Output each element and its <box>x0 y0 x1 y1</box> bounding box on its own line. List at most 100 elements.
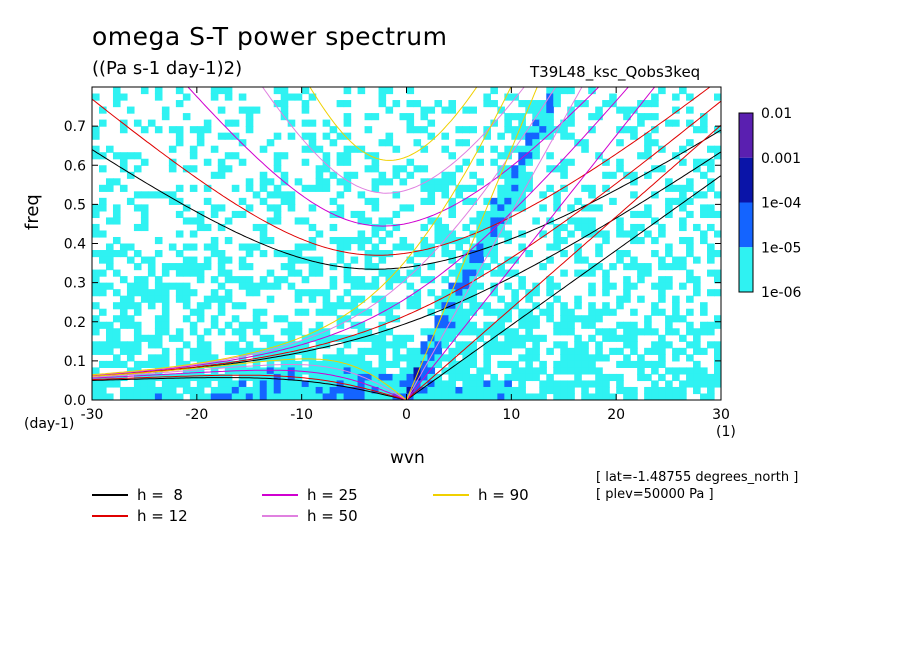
heat-cell <box>210 93 219 101</box>
heat-cell <box>343 289 352 297</box>
heat-cell <box>217 263 226 271</box>
heat-cell <box>238 282 247 290</box>
heat-cell <box>427 197 436 205</box>
heat-cell <box>560 302 568 310</box>
heat-cell <box>693 328 701 336</box>
heat-cell <box>231 328 240 336</box>
heat-cell <box>112 334 121 342</box>
heat-cell <box>434 354 443 362</box>
heat-cell <box>679 347 687 355</box>
heat-cell <box>679 315 687 323</box>
heat-cell <box>315 328 324 336</box>
heat-cell <box>658 354 666 362</box>
heat-cell <box>371 223 380 232</box>
heat-cell <box>469 328 477 336</box>
heat-cell <box>147 263 156 271</box>
heat-cell <box>504 145 512 153</box>
heat-cell <box>686 373 694 382</box>
heat-cell <box>140 204 149 212</box>
heat-cell <box>462 393 470 400</box>
heat-cell <box>595 230 603 238</box>
heat-cell <box>630 308 638 316</box>
heat-cell <box>147 295 156 303</box>
heat-cell <box>385 373 394 382</box>
heat-cell <box>217 250 226 258</box>
rossby-curve-h90 <box>92 358 407 400</box>
heat-cell <box>224 295 233 303</box>
legend-label-h8: h = 8 <box>137 486 183 504</box>
heat-cell <box>217 380 226 388</box>
heat-cell <box>119 315 128 323</box>
heat-cell <box>196 347 205 355</box>
heat-cell <box>399 243 408 251</box>
heat-cell <box>700 204 708 212</box>
heat-cell <box>448 282 457 290</box>
heat-cell <box>420 113 429 121</box>
heat-cell <box>259 282 268 290</box>
heat-cell <box>546 276 554 284</box>
x-tick-label: -30 <box>81 407 104 423</box>
heat-cell <box>343 113 352 121</box>
heat-cell <box>371 230 380 238</box>
heat-cell <box>224 347 233 355</box>
heat-cell <box>560 171 568 179</box>
heat-cell <box>511 328 519 336</box>
heat-cell <box>567 87 575 95</box>
heat-cell <box>714 360 721 368</box>
heat-cell <box>357 360 366 368</box>
heat-cell <box>504 341 512 349</box>
heat-cell <box>469 171 477 179</box>
heat-cell <box>315 256 324 264</box>
heat-cell <box>210 87 219 95</box>
heat-cell <box>602 282 610 290</box>
heat-cell <box>343 334 352 342</box>
heat-cell <box>231 347 240 355</box>
heat-cell <box>266 236 275 245</box>
heat-cell <box>469 184 477 192</box>
heat-cell <box>126 152 135 160</box>
heat-cell <box>364 367 373 375</box>
heat-cell <box>252 308 261 316</box>
heat-cell <box>406 269 415 277</box>
heat-cell <box>98 184 107 192</box>
heat-cell <box>476 236 484 245</box>
heat-cell <box>266 204 275 212</box>
heat-cell <box>343 393 352 400</box>
heat-cell <box>259 380 268 388</box>
heat-cell <box>511 341 519 349</box>
heat-cell <box>315 373 324 382</box>
heat-cell <box>392 334 401 342</box>
heat-cell <box>217 256 226 264</box>
heat-cell <box>539 204 547 212</box>
heat-cell <box>455 236 464 245</box>
heat-cell <box>343 145 352 153</box>
heat-cell <box>427 334 436 342</box>
heat-cell <box>420 178 429 186</box>
heat-cell <box>308 204 317 212</box>
heat-cell <box>567 354 575 362</box>
heat-cell <box>280 250 289 258</box>
heat-cell <box>539 132 547 140</box>
heat-cell <box>161 393 170 400</box>
heat-cell <box>336 386 345 395</box>
colorbar-level-label: 1e-05 <box>761 240 801 256</box>
heat-cell <box>119 308 128 316</box>
heat-cell <box>385 302 394 310</box>
heat-cell <box>105 328 114 336</box>
heat-cell <box>273 380 282 388</box>
heat-cell <box>140 223 149 232</box>
heat-cell <box>329 223 338 232</box>
heat-cell <box>518 341 526 349</box>
heat-cell <box>175 139 184 147</box>
heat-cell <box>378 269 387 277</box>
heat-cell <box>105 334 114 342</box>
heat-cell <box>630 132 638 140</box>
heat-cell <box>371 165 380 173</box>
heat-cell <box>413 263 422 271</box>
heat-cell <box>525 106 533 114</box>
heat-cell <box>329 308 338 316</box>
heat-cell <box>483 308 491 316</box>
heat-cell <box>154 354 163 362</box>
heat-cell <box>140 289 149 297</box>
heat-cell <box>560 184 568 192</box>
